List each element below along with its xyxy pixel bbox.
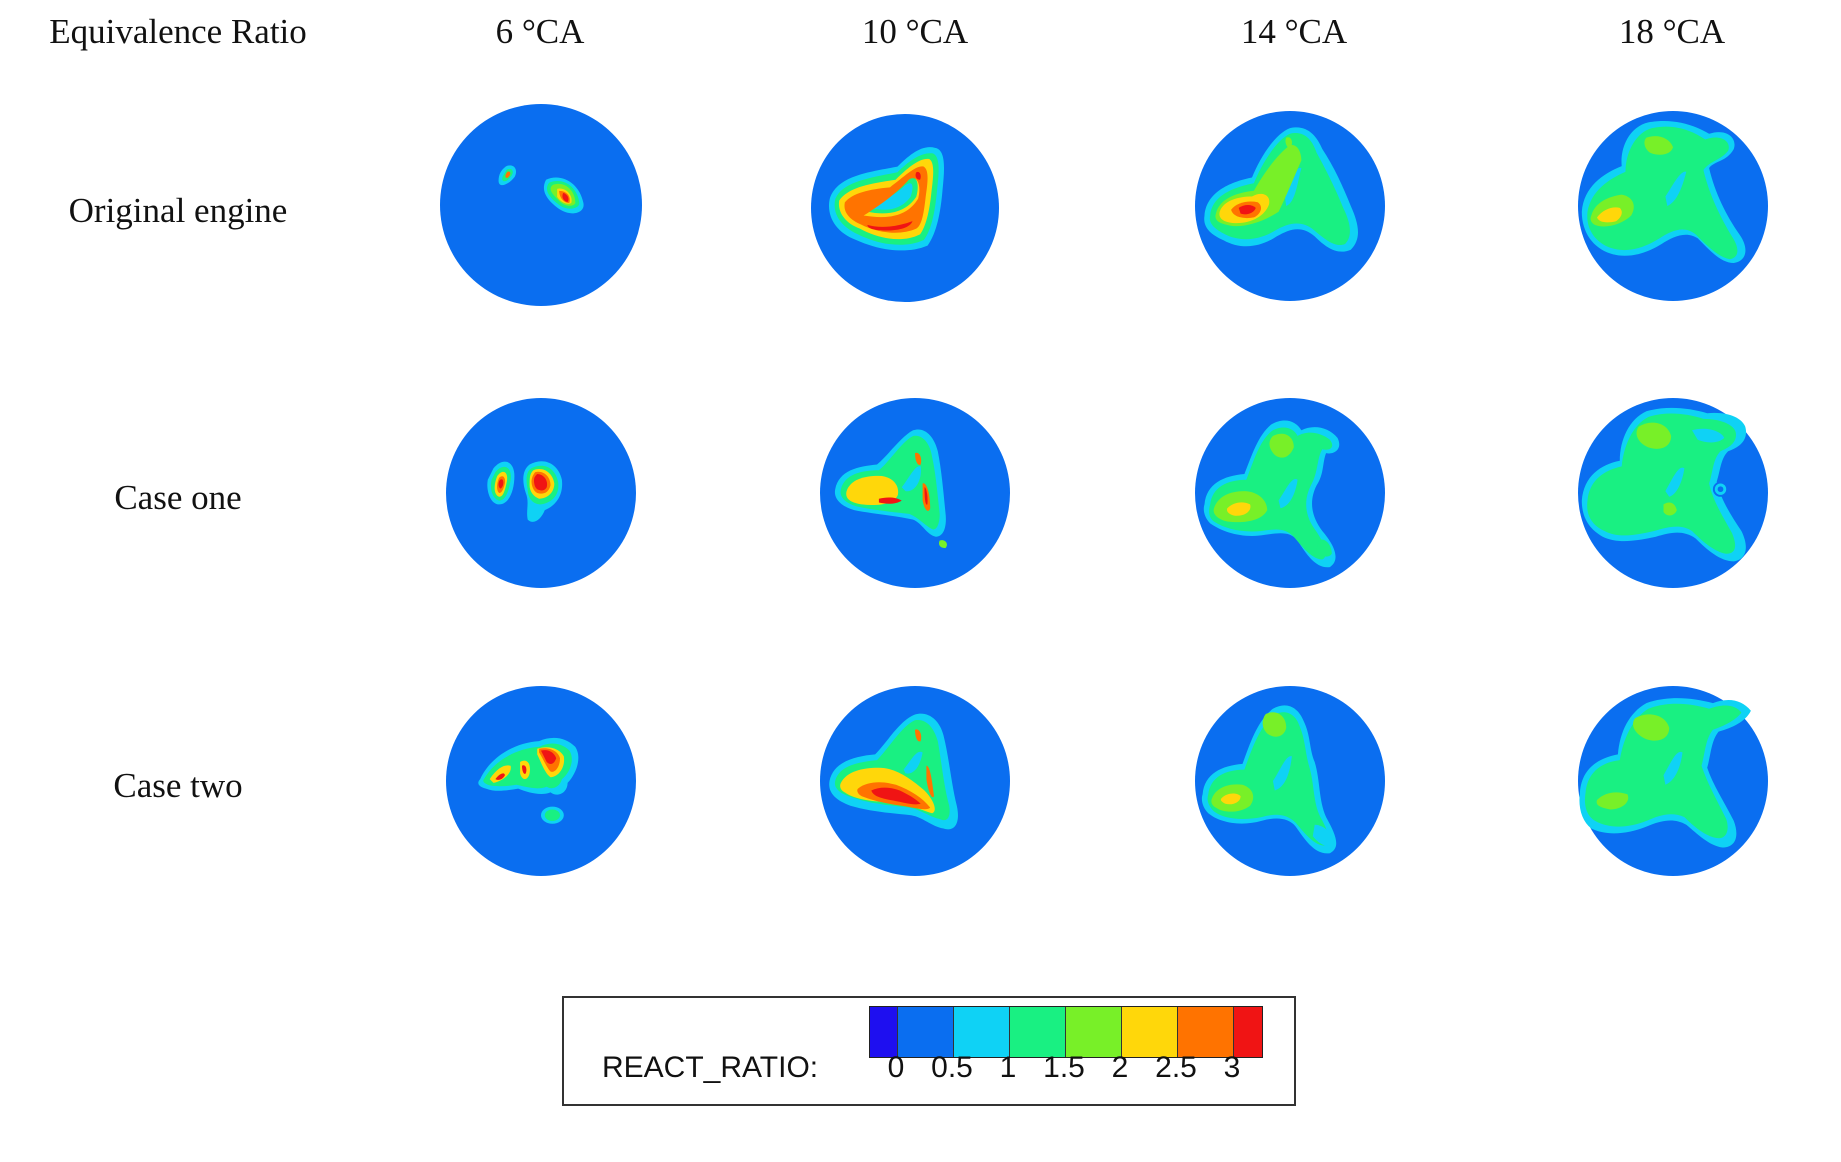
- row-label-case-one: Case one: [114, 478, 242, 517]
- contour-plot-case-two-14ca: [1195, 686, 1385, 876]
- legend-title: REACT_RATIO:: [602, 1051, 819, 1084]
- contour-region: [878, 487, 928, 505]
- contour-plot-original-6ca: [440, 104, 642, 306]
- contour-plot-case-two-18ca: [1578, 686, 1768, 876]
- contour-plot-original-10ca: [811, 114, 999, 302]
- legend-swatch: [1010, 1007, 1066, 1057]
- legend-swatch: [898, 1007, 954, 1057]
- contour-region: [1312, 824, 1334, 847]
- contour-plot-case-two-6ca: [446, 686, 636, 876]
- contour-region: [440, 104, 642, 306]
- row-label-case-two: Case two: [113, 766, 243, 805]
- legend-tick-0: 0: [887, 1051, 905, 1084]
- contour-region: [844, 166, 928, 233]
- legend-tick-2-5: 2.5: [1155, 1051, 1197, 1084]
- legend-swatch: [1066, 1007, 1122, 1057]
- contour-region: [495, 750, 557, 780]
- legend-color-bar: [869, 1006, 1263, 1058]
- contour-plot-original-14ca: [1195, 111, 1385, 301]
- legend-swatch: [870, 1007, 898, 1057]
- contour-plot-case-one-14ca: [1195, 398, 1385, 588]
- contour-region: [1285, 137, 1292, 149]
- row-header-title: Equivalence Ratio: [49, 12, 307, 51]
- contour-region: [938, 540, 947, 549]
- legend-tick-2: 2: [1111, 1051, 1129, 1084]
- legend-tick-0-5: 0.5: [931, 1051, 973, 1084]
- contour-region: [867, 221, 913, 231]
- contour-region: [1633, 714, 1670, 741]
- contour-plot-original-18ca: [1578, 111, 1768, 301]
- column-header-18ca: 18 °CA: [1618, 12, 1726, 51]
- contour-region: [1663, 502, 1677, 516]
- contour-region: [1717, 486, 1724, 493]
- legend-swatch: [954, 1007, 1010, 1057]
- contour-region: [871, 787, 921, 805]
- contour-region: [1596, 792, 1629, 810]
- contour-region: [544, 809, 560, 821]
- column-header-14ca: 14 °CA: [1240, 12, 1348, 51]
- column-header-10ca: 10 °CA: [861, 12, 969, 51]
- legend-swatch: [1178, 1007, 1234, 1057]
- contour-region: [1238, 205, 1256, 215]
- legend-swatch: [1234, 1007, 1262, 1057]
- contour-region: [1597, 207, 1622, 223]
- legend-tick-1: 1: [999, 1051, 1017, 1084]
- contour-region: [915, 171, 921, 180]
- color-legend: REACT_RATIO: 0 0.5 1 1.5 2 2.5 3: [562, 996, 1296, 1106]
- legend-tick-1-5: 1.5: [1043, 1051, 1085, 1084]
- contour-region: [1269, 433, 1294, 458]
- contour-region: [1587, 126, 1738, 260]
- contour-plot-case-one-10ca: [820, 398, 1010, 588]
- contour-region: [1226, 502, 1251, 516]
- legend-tick-3: 3: [1223, 1051, 1241, 1084]
- contour-region: [1636, 422, 1672, 449]
- contour-region: [562, 192, 569, 202]
- contour-region: [1692, 428, 1725, 443]
- contour-region: [505, 171, 511, 178]
- contour-region: [1316, 539, 1332, 557]
- row-label-original-engine: Original engine: [68, 191, 288, 230]
- contour-region: [1587, 413, 1736, 554]
- contour-plot-case-one-6ca: [446, 398, 636, 588]
- contour-region: [1644, 136, 1673, 155]
- contour-plot-case-two-10ca: [820, 686, 1010, 876]
- contour-region: [498, 479, 504, 489]
- contour-region: [1262, 712, 1287, 737]
- contour-plot-case-one-18ca: [1578, 398, 1768, 588]
- contour-region: [533, 474, 548, 491]
- contour-region: [1209, 427, 1333, 560]
- contour-region: [1220, 793, 1241, 805]
- legend-swatch: [1122, 1007, 1178, 1057]
- column-header-6ca: 6 °CA: [495, 12, 585, 51]
- contour-region: [1207, 712, 1329, 846]
